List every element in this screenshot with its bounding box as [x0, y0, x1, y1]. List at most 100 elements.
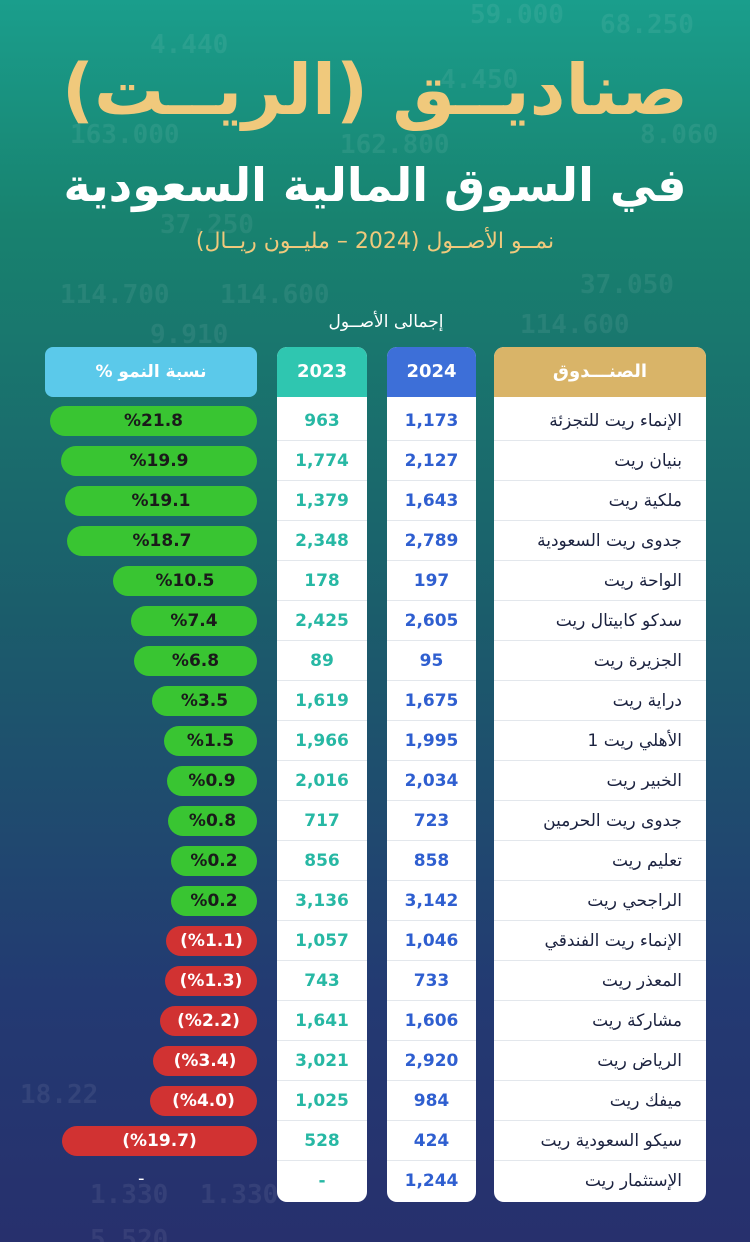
value-2024: 424	[387, 1121, 476, 1161]
growth-value-missing: -	[138, 1168, 145, 1189]
growth-bar: (%3.4)	[153, 1046, 257, 1076]
fund-name: تعليم ريت	[494, 841, 706, 881]
value-2024: 858	[387, 841, 476, 881]
fund-name: الأهلي ريت 1	[494, 721, 706, 761]
growth-header: نسبة النمو %	[45, 347, 257, 397]
value-2024: 984	[387, 1081, 476, 1121]
value-2023: 2,348	[277, 521, 367, 561]
growth-bar: %1.5	[164, 726, 257, 756]
growth-bar: %10.5	[113, 566, 257, 596]
value-2023: 2,425	[277, 601, 367, 641]
value-2023: 743	[277, 961, 367, 1001]
value-2024: 733	[387, 961, 476, 1001]
fund-name: بنيان ريت	[494, 441, 706, 481]
fund-name: الإنماء ريت الفندقي	[494, 921, 706, 961]
value-2024: 1,046	[387, 921, 476, 961]
value-2023: 3,136	[277, 881, 367, 921]
growth-bar: (%19.7)	[62, 1126, 257, 1156]
value-2023: -	[318, 1171, 326, 1191]
value-2024: 197	[387, 561, 476, 601]
value-2023: 963	[277, 401, 367, 441]
value-2024: 1,675	[387, 681, 476, 721]
year-2024-header: 2024	[387, 347, 476, 397]
growth-bar: %3.5	[152, 686, 257, 716]
growth-bar: %0.2	[171, 886, 257, 916]
background-number: 37.050	[580, 270, 674, 300]
fund-name: مشاركة ريت	[494, 1001, 706, 1041]
value-2023: 528	[277, 1121, 367, 1161]
background-number: 114.600	[220, 280, 330, 310]
fund-name: جدوى ريت السعودية	[494, 521, 706, 561]
fund-name: الرياض ريت	[494, 1041, 706, 1081]
growth-bar: %21.8	[50, 406, 257, 436]
fund-name: الخبير ريت	[494, 761, 706, 801]
year-2023-header: 2023	[277, 347, 367, 397]
value-2023: 1,379	[277, 481, 367, 521]
value-2023: 2,016	[277, 761, 367, 801]
value-2024: 2,920	[387, 1041, 476, 1081]
value-2023: 1,057	[277, 921, 367, 961]
value-2024: 2,034	[387, 761, 476, 801]
background-number: 5.520	[90, 1225, 169, 1242]
value-2023: 1,641	[277, 1001, 367, 1041]
value-2024: 2,605	[387, 601, 476, 641]
fund-name: المعذر ريت	[494, 961, 706, 1001]
growth-bar: %0.9	[167, 766, 257, 796]
background-number: 59.000	[470, 0, 564, 30]
value-2023: 1,966	[277, 721, 367, 761]
value-2024: 1,606	[387, 1001, 476, 1041]
background-number: 9.910	[150, 320, 229, 350]
value-2024: 1,643	[387, 481, 476, 521]
fund-name: الراجحي ريت	[494, 881, 706, 921]
value-2024: 1,244	[404, 1171, 459, 1191]
background-number: 18.22	[20, 1080, 99, 1110]
value-2024: 1,173	[387, 401, 476, 441]
background-number: 68.250	[600, 10, 694, 40]
background-number: 1.330	[200, 1180, 279, 1210]
growth-bar: %18.7	[67, 526, 257, 556]
year-2023-column: 2023 963 1,774 1,379 2,348 178 2,425 89 1,619 1,…	[277, 347, 367, 1202]
background-number: 4.450	[440, 65, 519, 95]
growth-bar: %6.8	[134, 646, 257, 676]
fund-name: الإنماء ريت للتجزئة	[494, 401, 706, 441]
background-number: 114.600	[520, 310, 630, 340]
value-2023: 1,774	[277, 441, 367, 481]
year-2024-column: 2024 1,173 2,127 1,643 2,789 197 2,605 95 1,675…	[387, 347, 476, 1202]
growth-bar: (%1.1)	[166, 926, 257, 956]
page-subtitle: في السوق المالية السعودية	[63, 158, 687, 212]
value-2024: 95	[387, 641, 476, 681]
fund-column: الصنـــدوق الإنماء ريت للتجزئة بنيان ريت م…	[494, 347, 706, 1202]
value-2023: 717	[277, 801, 367, 841]
background-number: 1.330	[90, 1180, 169, 1210]
total-assets-label: إجمالى الأصــول	[328, 312, 444, 332]
growth-bar: (%2.2)	[160, 1006, 257, 1036]
fund-name: ميفك ريت	[494, 1081, 706, 1121]
growth-bar: (%1.3)	[165, 966, 257, 996]
fund-header: الصنـــدوق	[494, 347, 706, 397]
value-2023: 1,025	[277, 1081, 367, 1121]
value-2024: 2,789	[387, 521, 476, 561]
fund-name: سدكو كابيتال ريت	[494, 601, 706, 641]
background-number: 114.700	[60, 280, 170, 310]
value-2023: 856	[277, 841, 367, 881]
background-number: 163.000	[70, 120, 180, 150]
background-number: 8.060	[640, 120, 719, 150]
growth-bar: %0.8	[168, 806, 257, 836]
background-number: 37.250	[160, 210, 254, 240]
fund-name: الجزيرة ريت	[494, 641, 706, 681]
fund-name: سيكو السعودية ريت	[494, 1121, 706, 1161]
background-number: 4.440	[150, 30, 229, 60]
fund-name: الواحة ريت	[494, 561, 706, 601]
background-number: 162.800	[340, 130, 450, 160]
fund-name: ملكية ريت	[494, 481, 706, 521]
value-2023: 1,619	[277, 681, 367, 721]
value-2024: 3,142	[387, 881, 476, 921]
value-2024: 2,127	[387, 441, 476, 481]
fund-name: جدوى ريت الحرمين	[494, 801, 706, 841]
page-title: صناديــق (الريــت)	[61, 49, 689, 131]
value-2023: 89	[277, 641, 367, 681]
fund-name: الإستثمار ريت	[584, 1171, 682, 1191]
fund-name: دراية ريت	[494, 681, 706, 721]
growth-bar: (%4.0)	[150, 1086, 257, 1116]
